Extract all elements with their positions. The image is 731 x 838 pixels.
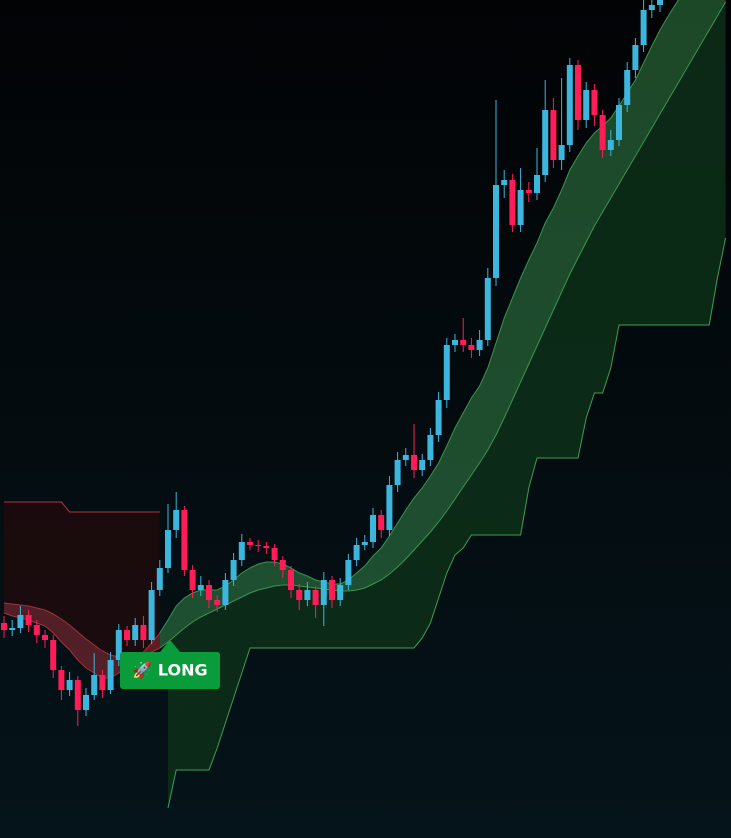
candle-body [411,455,417,470]
candle-body [288,570,294,590]
candle-body [419,460,426,470]
ribbon-long [159,0,726,648]
candle-body [214,600,221,605]
candle-body [25,615,32,625]
ma-slow-line [159,1,727,649]
candle-body [566,65,573,145]
candle-body [165,530,171,568]
candle-body [66,680,73,690]
ma-fast-line [159,0,679,634]
candle-body [230,560,237,580]
candle-body [501,180,508,185]
candle-body [607,140,614,150]
candle-body [197,585,204,590]
candle-body [378,515,385,530]
long-zone [168,2,726,808]
candle-body [632,45,639,70]
candle-body [189,570,196,590]
candle-body [173,510,180,530]
candle-body [222,580,229,605]
candle-body [296,590,303,600]
candle-body [583,90,590,120]
candle-body [337,585,344,600]
candle-body [279,560,286,570]
candle-body [132,625,139,640]
candle-body [648,5,655,10]
candle-body [517,190,524,225]
candle-body [443,345,450,400]
candle-body [42,635,48,640]
candle-body [394,460,401,485]
candle-body [304,590,311,600]
candle-body [386,485,393,530]
candle-body [542,110,549,175]
candle-body [58,670,65,690]
candle-body [140,625,147,640]
candle-body [640,10,647,45]
candle-body [361,542,368,545]
candle-body [599,115,606,150]
candle-body [468,345,475,350]
candle-body [435,400,442,435]
candle-body [115,630,122,660]
candle-body [525,190,532,193]
candle-body [1,623,7,630]
candle-body [312,590,319,605]
candle-body [148,590,155,640]
candle-body [9,628,16,630]
candle-body [484,278,491,340]
candle-body [575,65,581,120]
candle-body [476,340,483,350]
candle-body [320,580,327,605]
candle-body [74,680,81,710]
candle-body [616,105,622,140]
signal-label: 🚀 LONG [132,661,207,680]
candle-body [255,545,262,546]
candle-body [509,180,516,225]
candle-body [107,660,114,690]
candle-body [353,545,360,560]
candle-body [83,695,89,710]
candle-body [624,70,631,105]
candle-body [17,615,24,628]
candle-body [493,185,499,278]
candle-body [370,515,376,542]
short-zone [4,502,160,658]
candle-body [345,560,352,585]
candle-body [534,175,540,193]
candle-body [181,510,188,570]
candle-body [657,0,663,5]
signal-badge: 🚀 LONG [120,640,220,689]
candle-body [99,675,106,690]
candle-body [33,625,40,635]
candle-body [271,548,278,560]
long-stop-line [167,237,727,809]
candle-body [402,455,409,460]
candle-body [550,110,557,160]
candle-body [124,630,130,640]
candle-body [238,542,245,560]
candle-body [591,90,598,115]
candle-body [263,546,270,548]
candle-body [460,340,467,345]
signal-arrow [160,640,180,652]
candle-body [558,145,565,160]
candle-body [156,568,163,590]
candle-body [452,340,458,345]
short-stop-line [4,501,160,513]
candle-body [329,580,335,600]
candle-body [247,542,253,545]
candle-body [427,435,434,460]
signal-box [120,652,220,689]
candle-body [91,675,98,695]
candle-body [206,585,212,600]
candle-body [50,640,57,670]
